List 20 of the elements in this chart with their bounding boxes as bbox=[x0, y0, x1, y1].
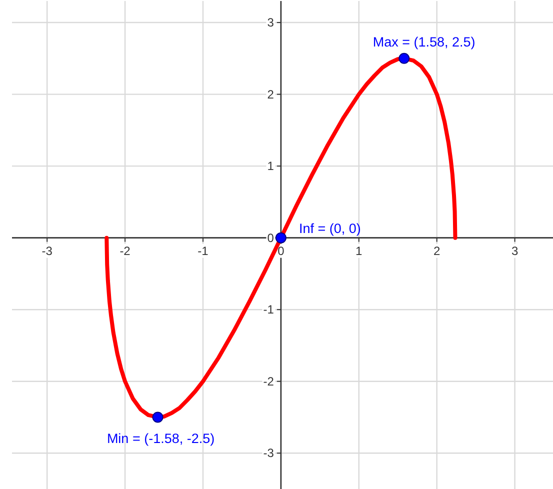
point bbox=[398, 52, 410, 64]
point bbox=[275, 232, 286, 244]
x-tick-label: -1 bbox=[198, 244, 209, 258]
y-tick-label: -2 bbox=[263, 374, 274, 388]
annotation: Inf = (0, 0) bbox=[298, 220, 361, 236]
point bbox=[152, 412, 164, 423]
x-tick-label: 2 bbox=[434, 244, 441, 258]
x-tick-label: 3 bbox=[511, 244, 518, 258]
x-tick-label: 0 bbox=[278, 244, 285, 258]
annotation: Max = (1.58, 2.5) bbox=[372, 34, 476, 50]
x-tick-label: -3 bbox=[42, 244, 53, 258]
y-tick-label: 2 bbox=[267, 87, 274, 102]
y-tick-label: 0 bbox=[267, 230, 274, 245]
y-tick-label: 3 bbox=[267, 16, 274, 30]
annotation: Min = (-1.58, -2.5) bbox=[106, 431, 215, 446]
x-tick-label: -2 bbox=[120, 244, 131, 258]
y-tick-label: -1 bbox=[263, 302, 274, 317]
y-tick-label: 1 bbox=[267, 159, 274, 174]
y-tick-label: -3 bbox=[263, 446, 274, 460]
x-tick-label: 1 bbox=[356, 244, 363, 258]
